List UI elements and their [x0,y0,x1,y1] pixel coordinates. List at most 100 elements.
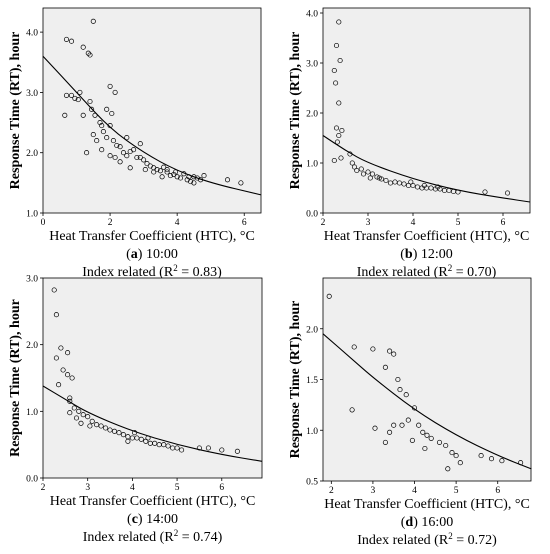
data-point [198,177,204,183]
data-point [336,100,342,106]
data-point [159,174,165,180]
data-point [84,150,90,156]
data-point [499,458,505,464]
data-point [165,443,171,449]
fit-curve [322,135,531,203]
data-point [112,154,118,161]
data-point [397,387,403,393]
y-tick-label: 1.5 [306,376,318,386]
panel-time: 12:00 [421,247,453,262]
panel-subtitle: Index related (R2 = 0.70) [357,263,497,280]
data-point [422,445,428,452]
y-axis-label: Response Time (RT), hour [288,32,303,190]
data-point [99,123,105,129]
x-tick-label: 5 [175,483,180,493]
x-tick-label: 2 [329,486,334,496]
data-point [416,422,422,428]
data-point [333,42,340,49]
data-point [144,161,150,167]
data-point [75,97,81,103]
data-point [161,442,167,448]
data-point [424,432,430,438]
data-point [167,173,173,179]
data-point [65,350,71,356]
data-point [351,164,358,170]
data-point [347,151,353,157]
data-point [68,38,75,44]
x-tick-label: 6 [495,486,500,496]
data-point [120,432,126,438]
data-point [107,427,113,433]
data-point [336,132,342,139]
data-point [478,453,484,459]
plot-area [42,7,262,214]
subtitle-superscript: 2 [448,531,453,541]
data-point [188,179,194,185]
data-point [53,355,59,361]
data-point [333,80,339,86]
data-point [65,372,71,378]
y-tick-label: 2.0 [26,149,38,159]
data-point [134,154,140,161]
x-tick-label: 6 [242,218,247,228]
x-axis-label: Heat Transfer Coefficient (HTC), °C [50,494,256,509]
data-point [151,169,157,175]
data-point [405,417,411,423]
data-point [331,157,337,164]
data-point [518,460,524,466]
y-tick-label: 1.0 [306,427,318,437]
data-point [387,180,394,186]
y-tick-label: 1.0 [26,210,38,220]
data-point [63,36,70,42]
fit-curve [42,55,262,196]
x-tick-label: 2 [321,218,326,228]
subtitle-r2-value: 0.83 [193,265,218,280]
subtitle-equals: = [178,265,193,280]
data-point [67,398,73,404]
x-tick-label: 3 [85,483,90,493]
data-point [80,112,86,118]
data-point [94,422,100,428]
data-point [186,174,192,180]
data-point [196,445,202,451]
data-point [137,154,143,161]
data-point [174,445,180,451]
data-point [391,351,397,357]
data-point [455,189,461,195]
data-point [349,407,355,413]
data-point [97,120,103,126]
data-point [383,177,389,184]
data-point [172,169,179,175]
data-point [85,414,91,420]
data-point [90,132,96,138]
data-point [152,440,158,446]
data-point [94,138,100,144]
subtitle-prefix: Index related (R [83,530,175,545]
y-tick-label: 2.0 [26,341,38,351]
y-tick-label: 0.0 [306,210,318,220]
data-point [370,346,376,352]
data-point [137,141,143,147]
data-point [367,175,373,181]
data-point [349,160,355,166]
x-tick-label: 3 [371,486,376,496]
y-tick-label: 2.0 [306,110,318,120]
x-tick-label: 4 [130,483,135,493]
data-point [191,180,197,186]
data-point [387,429,393,435]
data-point [111,428,118,434]
data-point [112,89,118,95]
panel-caption-open: ( [400,247,405,262]
x-tick-label: 6 [501,218,506,228]
data-point [67,395,73,401]
subtitle-equals: = [178,530,193,545]
subtitle-r2-value: 0.74 [193,530,218,545]
panel-b: 2 3 4 5 6 0.0 1.0 2.0 3.0 4.0 Heat Transfer Coeffi… [288,7,531,280]
panel-subtitle: Index related (R2 = 0.72) [357,531,497,548]
data-point [457,460,463,466]
data-point [391,422,397,428]
panel-c: 2 3 4 5 6 0.0 1.0 2.0 3.0 Heat Transfer Coefficie… [8,275,263,545]
data-point [131,147,137,153]
data-point [387,348,393,354]
y-tick-label: 3.0 [26,89,38,99]
